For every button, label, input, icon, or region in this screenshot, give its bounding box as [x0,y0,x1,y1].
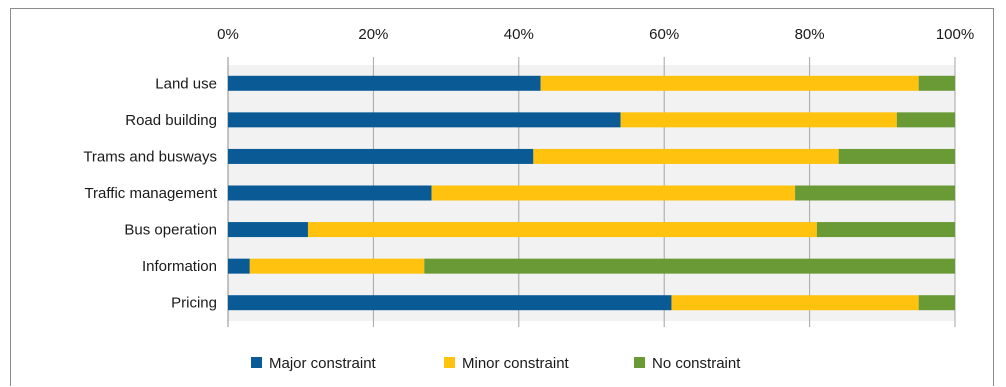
bar-segment [540,75,919,91]
legend-label: Minor constraint [462,355,570,372]
bar-segment [671,295,919,311]
x-tick-label: 40% [504,26,534,43]
x-axis-ticks: 0% 20% 40% 60% 80% 100% [217,26,974,43]
category-label: Pricing [171,295,217,312]
legend: Major constraint Minor constraint No const… [251,355,741,372]
legend-swatch [251,357,262,368]
bar-segment [838,148,955,164]
bar-segment [896,112,955,128]
category-label: Traffic management [84,185,217,202]
category-label: Trams and busways [83,148,217,165]
bar-segment [795,185,955,201]
bars [228,75,955,311]
bar-segment [228,258,250,274]
category-labels: Land use Road building Trams and busways Tr… [83,75,218,311]
bar-segment [431,185,796,201]
bar-segment [228,112,621,128]
legend-swatch [444,357,455,368]
x-tick-label: 20% [358,26,388,43]
bar-segment [918,295,955,311]
category-label: Bus operation [124,222,217,239]
legend-label: No constraint [652,355,741,372]
legend-swatch [634,357,645,368]
bar-segment [228,75,541,91]
bar-segment [620,112,897,128]
bar-segment [228,295,672,311]
bar-segment [424,258,955,274]
bar-segment [228,222,308,238]
category-label: Information [142,258,217,275]
x-tick-label: 80% [795,26,825,43]
legend-label: Major constraint [269,355,377,372]
x-tick-label: 60% [649,26,679,43]
x-tick-label: 0% [217,26,239,43]
bar-segment [533,148,839,164]
chart-frame: 0% 20% 40% 60% 80% 100% Land use Road building… [10,8,994,386]
bar-segment [228,185,432,201]
bar-segment [918,75,955,91]
stacked-bar-chart: 0% 20% 40% 60% 80% 100% Land use Road building… [83,26,974,372]
bar-segment [228,148,534,164]
bar-segment [249,258,425,274]
bar-segment [816,222,955,238]
bar-segment [307,222,817,238]
category-label: Road building [125,112,217,129]
category-label: Land use [155,75,217,92]
x-tick-label: 100% [936,26,974,43]
